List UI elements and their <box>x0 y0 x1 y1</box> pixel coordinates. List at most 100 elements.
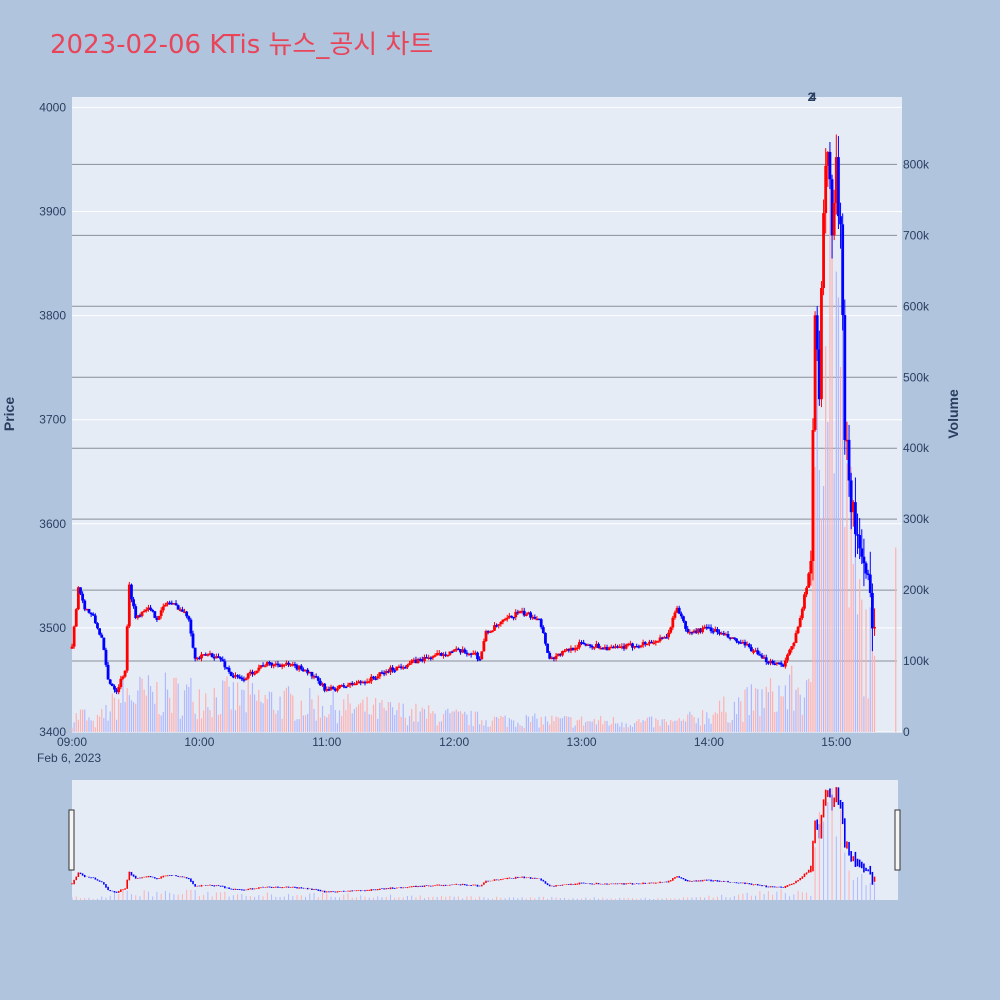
volume-bar <box>300 700 302 732</box>
candle-body <box>367 681 371 683</box>
candle-body <box>248 671 252 674</box>
volume-bar <box>309 687 311 732</box>
candle-body <box>524 614 528 616</box>
slider-volume-bar <box>330 896 332 900</box>
volume-bar <box>663 719 665 732</box>
slider-volume-bar <box>372 897 374 900</box>
range-slider-right-handle[interactable] <box>894 809 901 871</box>
volume-bar <box>338 710 341 732</box>
time-tick-label: 13:00 <box>567 735 597 749</box>
slider-volume-bar <box>241 893 243 900</box>
slider-volume-bar <box>423 898 425 900</box>
volume-bar <box>71 727 73 732</box>
slider-volume-bar <box>542 896 544 900</box>
volume-bar <box>311 699 313 732</box>
slider-volume-bar <box>296 894 298 900</box>
volume-bar <box>234 710 237 732</box>
volume-bar <box>636 720 638 732</box>
candle-body <box>123 670 127 677</box>
slider-volume-bar <box>653 899 655 900</box>
slider-volume-bar <box>767 891 769 900</box>
slider-volume-bar <box>721 894 723 900</box>
volume-bar <box>447 708 449 732</box>
volume-bar <box>457 711 459 732</box>
candle-body <box>401 667 405 669</box>
volume-bar <box>859 578 861 732</box>
volume-bar <box>791 665 793 732</box>
slider-volume-bar <box>661 898 663 900</box>
volume-bar <box>510 719 513 732</box>
volume-bar <box>196 719 198 732</box>
slider-volume-bar <box>572 898 574 900</box>
slider-volume-bar <box>249 896 251 900</box>
candle-body <box>374 678 377 680</box>
candle-body <box>96 623 99 629</box>
candle-body <box>295 665 299 670</box>
candle-body <box>480 651 484 660</box>
slider-volume-bar <box>207 891 209 900</box>
candle-body <box>800 608 804 618</box>
slider-volume-bar <box>555 897 557 900</box>
candle-body <box>285 662 288 665</box>
slider-volume-bar <box>508 897 510 900</box>
candle-body <box>603 647 607 649</box>
candle-body <box>624 644 628 649</box>
range-slider-left-handle[interactable] <box>68 809 75 871</box>
candle-body <box>151 609 155 612</box>
slider-volume-bar <box>215 892 217 900</box>
volume-bar <box>137 690 139 732</box>
volume-bar <box>241 689 243 732</box>
volume-bar <box>173 677 175 732</box>
candle-body <box>91 614 95 616</box>
candle-body <box>618 646 622 649</box>
volume-bar <box>145 695 147 732</box>
slider-volume-bar <box>695 897 697 900</box>
candle-body <box>529 612 532 618</box>
range-slider[interactable] <box>72 780 898 900</box>
volume-bar <box>258 689 260 732</box>
volume-bar <box>861 599 863 732</box>
slider-volume-bar <box>283 896 285 900</box>
volume-bar <box>634 723 636 732</box>
candle-body <box>83 600 87 610</box>
candle-body <box>507 615 511 618</box>
candle-body <box>837 157 840 217</box>
candle-body <box>826 152 830 166</box>
candle-body <box>357 681 361 684</box>
candle-body <box>798 617 802 627</box>
time-tick-label: 10:00 <box>184 735 214 749</box>
candle-body <box>435 653 439 656</box>
volume-bar <box>413 721 415 732</box>
volume-bar <box>319 717 321 732</box>
slider-volume-bar <box>317 897 319 900</box>
candle-body <box>206 654 210 656</box>
slider-volume-bar <box>538 896 540 900</box>
candle-body <box>741 641 745 644</box>
candle-body <box>813 315 817 431</box>
candle-body <box>843 315 847 441</box>
candle-body <box>518 611 522 614</box>
candle-body <box>824 165 828 214</box>
volume-bar <box>780 696 782 732</box>
slider-volume-bar <box>164 890 166 900</box>
candle-body <box>752 651 755 653</box>
candle-body <box>499 621 503 625</box>
slider-volume-bar <box>368 897 370 900</box>
candle-body <box>289 664 293 666</box>
candle-body <box>709 627 713 632</box>
candle-body <box>703 626 707 629</box>
main-plot-area[interactable] <box>72 97 902 732</box>
volume-bar <box>619 726 621 732</box>
volume-bar <box>746 687 748 732</box>
candle-body <box>841 224 845 316</box>
volume-bar <box>394 714 396 732</box>
volume-bar <box>279 696 281 732</box>
slider-volume-bar <box>377 896 379 900</box>
candle-body <box>580 642 583 644</box>
volume-bar <box>205 693 207 732</box>
slider-volume-bar <box>398 897 400 900</box>
slider-volume-bar <box>823 821 825 900</box>
candle-body <box>244 678 248 681</box>
candle-body <box>728 637 732 639</box>
